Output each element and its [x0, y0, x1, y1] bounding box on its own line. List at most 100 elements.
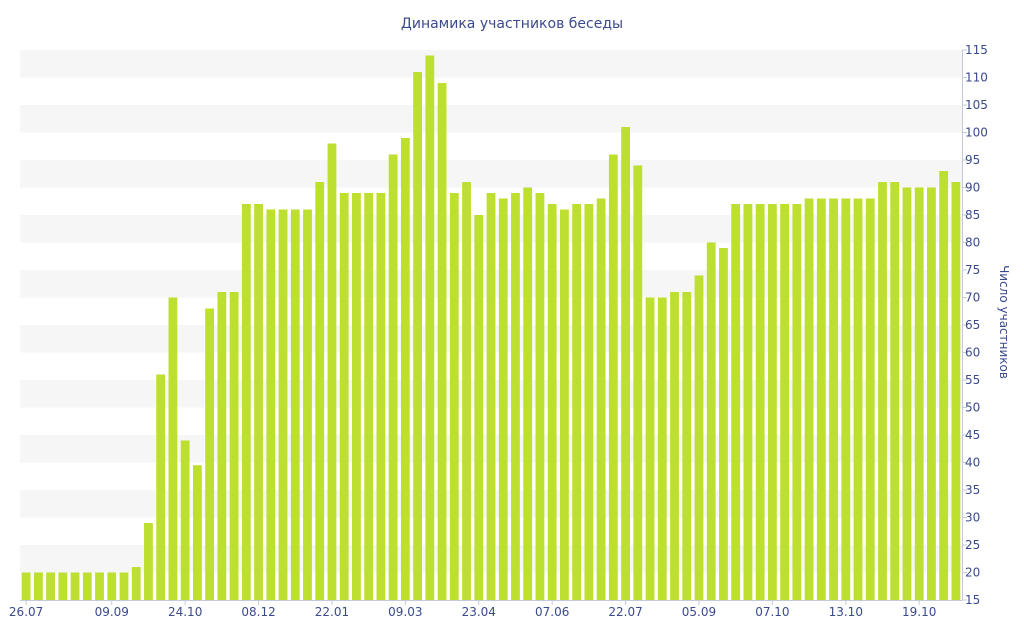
bar — [290, 209, 300, 600]
y-tick-label: 55 — [965, 373, 980, 387]
bar — [841, 198, 851, 600]
bar — [743, 204, 753, 600]
bar — [82, 572, 92, 600]
bar — [511, 193, 520, 600]
x-tick-label: 09.09 — [95, 605, 129, 619]
grid-band — [20, 50, 962, 78]
bar — [682, 292, 692, 600]
x-tick-label: 22.07 — [608, 605, 642, 619]
bar — [364, 193, 374, 600]
bar — [853, 198, 863, 600]
bar — [780, 204, 790, 600]
bar — [70, 572, 80, 600]
chart-title: Динамика участников беседы — [401, 16, 623, 32]
bar — [939, 171, 949, 600]
bar — [474, 215, 484, 600]
bar — [119, 572, 129, 600]
bar — [388, 154, 398, 600]
bar — [547, 204, 557, 600]
x-tick-label: 09.03 — [388, 605, 422, 619]
x-tick-label: 26.07 — [9, 605, 43, 619]
bar — [95, 572, 104, 600]
bar — [327, 143, 337, 600]
y-tick-label: 75 — [965, 263, 980, 277]
bar — [523, 187, 533, 600]
grid-band — [20, 160, 962, 188]
bar — [425, 55, 435, 600]
y-tick-label: 90 — [965, 181, 980, 195]
x-tick-label: 19.10 — [902, 605, 936, 619]
bar — [670, 292, 679, 600]
y-tick-label: 80 — [965, 236, 980, 250]
bar — [192, 465, 202, 600]
y-axis-ticks: 15 20 25 30 35 40 45 50 55 60 65 70 75 80 85 90 95 100 105… — [962, 43, 988, 607]
bar — [816, 198, 826, 600]
bar — [241, 204, 251, 600]
bar — [21, 572, 31, 600]
bar — [755, 204, 765, 600]
x-tick-label: 24.10 — [168, 605, 202, 619]
bar — [645, 297, 655, 600]
bar — [400, 138, 410, 600]
x-tick-label: 13.10 — [829, 605, 863, 619]
bar — [657, 297, 667, 600]
bar — [719, 248, 728, 600]
y-tick-label: 105 — [965, 98, 988, 112]
y-tick-label: 70 — [965, 291, 980, 305]
bar — [621, 127, 630, 600]
y-tick-label: 110 — [965, 71, 988, 85]
x-tick-label: 05.09 — [682, 605, 716, 619]
y-tick-label: 50 — [965, 401, 980, 415]
grid-band — [20, 105, 962, 133]
y-tick-label: 25 — [965, 538, 980, 552]
x-tick-label: 07.06 — [535, 605, 569, 619]
bar — [596, 198, 606, 600]
y-tick-label: 85 — [965, 208, 980, 222]
y-tick-label: 95 — [965, 153, 980, 167]
y-tick-label: 15 — [965, 593, 980, 607]
y-tick-label: 60 — [965, 346, 980, 360]
bar — [339, 193, 349, 600]
x-tick-label: 08.12 — [241, 605, 275, 619]
bar — [437, 83, 447, 600]
y-tick-label: 65 — [965, 318, 980, 332]
bar — [254, 204, 263, 600]
bar — [951, 182, 961, 600]
bar — [535, 193, 545, 600]
bar — [462, 182, 471, 600]
bar — [156, 374, 166, 600]
x-tick-label: 22.01 — [315, 605, 349, 619]
bar — [498, 198, 508, 600]
y-tick-label: 20 — [965, 566, 980, 580]
y-tick-label: 40 — [965, 456, 980, 470]
bar — [486, 193, 496, 600]
bar — [217, 292, 227, 600]
bar — [878, 182, 887, 600]
bar — [560, 209, 569, 600]
y-axis-label: Число участников — [997, 265, 1011, 379]
bar — [266, 209, 276, 600]
bar — [205, 308, 215, 600]
y-tick-label: 30 — [965, 511, 980, 525]
bar — [792, 204, 802, 600]
bar — [376, 193, 386, 600]
bar — [449, 193, 459, 600]
bar — [168, 297, 178, 600]
bar — [107, 572, 117, 600]
bar — [767, 204, 777, 600]
x-axis-ticks: 26.07 09.09 24.10 08.12 22.01 09.03 23.04 07.06… — [9, 600, 936, 619]
x-tick-label: 07.10 — [755, 605, 789, 619]
bar — [131, 567, 141, 600]
bar — [865, 198, 875, 600]
bar — [927, 187, 936, 600]
bar — [694, 275, 704, 600]
bar — [890, 182, 900, 600]
bar — [706, 242, 716, 600]
bar — [731, 204, 741, 600]
y-tick-label: 35 — [965, 483, 980, 497]
bar — [303, 209, 312, 600]
bar — [914, 187, 924, 600]
bar — [229, 292, 239, 600]
y-tick-label: 115 — [965, 43, 988, 57]
